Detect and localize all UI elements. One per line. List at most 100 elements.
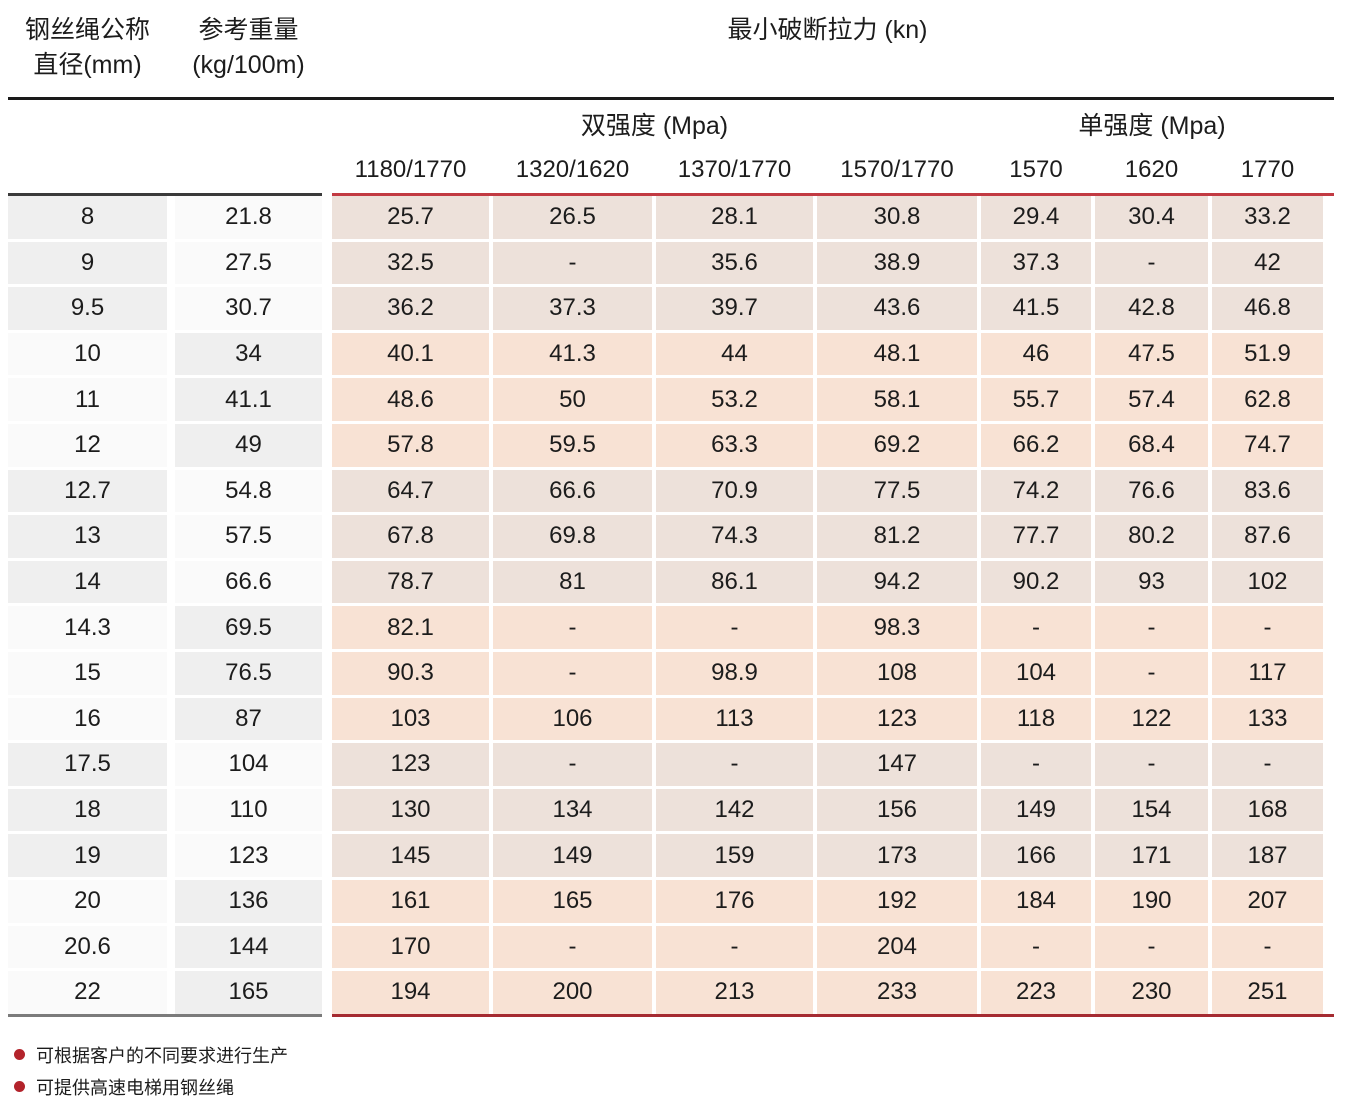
column-header-1570: 1570	[1009, 156, 1063, 183]
breaking-force-cell: 98.9	[656, 651, 813, 695]
table-row: 20.6 144 170- -204- - -	[8, 925, 1338, 969]
column-headers: 1180/1770 1320/1620 1370/1770 1570/1770 …	[8, 148, 1338, 192]
breaking-force-cell: 187	[1212, 834, 1323, 877]
breaking-force-cell: 35.6	[656, 241, 813, 285]
weight-cell: 69.5	[175, 606, 322, 649]
breaking-force-cell: 123	[817, 697, 977, 741]
breaking-force-cell: 106	[493, 697, 652, 741]
breaking-force-cell: 154	[1095, 788, 1208, 832]
column-header-1180-1770: 1180/1770	[354, 156, 467, 183]
breaking-force-cell: -	[656, 606, 813, 649]
table-row: 19 123 145 149 159 173 166 171 187	[8, 834, 1338, 877]
breaking-force-cell: 25.7	[332, 196, 489, 239]
breaking-force-cell: 74.3	[656, 515, 813, 558]
breaking-force-cell: 122	[1095, 697, 1208, 741]
breaking-force-cell: 170	[332, 925, 489, 969]
strength-group-row: 双强度 (Mpa) 单强度 (Mpa)	[8, 100, 1338, 148]
diameter-cell: 22	[8, 971, 167, 1014]
breaking-force-cell: 192	[817, 879, 977, 923]
breaking-force-cell: -	[1095, 241, 1208, 285]
column-header-1770: 1770	[1240, 156, 1295, 183]
breaking-force-cell: 59.5	[493, 423, 652, 467]
breaking-force-cell: 46	[981, 332, 1091, 376]
breaking-force-cell: 83.6	[1212, 469, 1323, 513]
breaking-force-cell: 104	[981, 651, 1091, 695]
breaking-force-cell: -	[656, 925, 813, 969]
breaking-force-cell: 82.1	[332, 606, 489, 649]
bullet-icon	[14, 1049, 25, 1061]
body-bottom-rule-data	[332, 1013, 1334, 1017]
weight-cell: 144	[175, 925, 322, 969]
breaking-force-header: 最小破断拉力 (kn)	[727, 16, 928, 44]
breaking-force-cell: 133	[1212, 697, 1323, 741]
breaking-force-cell: -	[656, 743, 813, 786]
breaking-force-cell: 37.3	[981, 241, 1091, 285]
dual-strength-label: 双强度 (Mpa)	[580, 112, 729, 140]
breaking-force-cell: 117	[1212, 651, 1323, 695]
weight-column-header: 参考重量 (kg/100m)	[175, 13, 322, 97]
breaking-force-cell: 103	[332, 697, 489, 741]
breaking-force-cell: 108	[817, 651, 977, 695]
column-header-1570-1770: 1570/1770	[840, 156, 954, 183]
breaking-force-cell: -	[1095, 743, 1208, 786]
column-header-1620: 1620	[1124, 156, 1179, 183]
breaking-force-cell: 39.7	[656, 287, 813, 330]
breaking-force-cell: 90.3	[332, 651, 489, 695]
breaking-force-cell: -	[981, 606, 1091, 649]
body-top-rule-left	[8, 193, 322, 196]
diameter-cell: 14.3	[8, 606, 167, 649]
diameter-cell: 20	[8, 879, 167, 923]
diameter-cell: 14	[8, 560, 167, 604]
diameter-cell: 15	[8, 651, 167, 695]
diameter-cell: 19	[8, 834, 167, 877]
weight-cell: 49	[175, 423, 322, 467]
breaking-force-cell: 53.2	[656, 378, 813, 421]
table-row: 16 87 103 106 113 123 118 122 133	[8, 697, 1338, 741]
breaking-force-cell: 69.8	[493, 515, 652, 558]
breaking-force-cell: 74.7	[1212, 423, 1323, 467]
footer-notes: 可根据客户的不同要求进行生产 可提供高速电梯用钢丝绳	[8, 1039, 1338, 1103]
breaking-force-cell: -	[493, 606, 652, 649]
table-row: 14 66.6 78.7 81 86.1 94.2 90.2 93 102	[8, 560, 1338, 604]
diameter-cell: 17.5	[8, 743, 167, 786]
breaking-force-cell: 76.6	[1095, 469, 1208, 513]
table-row: 12 49 57.8 59.5 63.3 69.2 66.2 68.4 74.7	[8, 423, 1338, 467]
breaking-force-cell: 194	[332, 971, 489, 1014]
breaking-force-cell: 102	[1212, 560, 1323, 604]
breaking-force-cell: -	[1212, 743, 1323, 786]
table-row: 11 41.1 48.6 50 53.2 58.1 55.7 57.4 62.8	[8, 378, 1338, 421]
breaking-force-cell: 69.2	[817, 423, 977, 467]
table-row: 9 27.5 32.5-35.6 38.9 37.3-42	[8, 241, 1338, 285]
column-header-1320-1620: 1320/1620	[515, 156, 630, 183]
breaking-force-cell: 86.1	[656, 560, 813, 604]
table-row: 14.3 69.5 82.1- -98.3- - -	[8, 606, 1338, 649]
breaking-force-cell: 70.9	[656, 469, 813, 513]
breaking-force-cell: -	[1095, 925, 1208, 969]
breaking-force-cell: 28.1	[656, 196, 813, 239]
breaking-force-cell: 168	[1212, 788, 1323, 832]
breaking-force-cell: 63.3	[656, 423, 813, 467]
breaking-force-cell: 43.6	[817, 287, 977, 330]
breaking-force-cell: 233	[817, 971, 977, 1014]
breaking-force-cell: 77.7	[981, 515, 1091, 558]
weight-cell: 34	[175, 332, 322, 376]
table-body: 8 21.8 25.7 26.5 28.1 30.8 29.4 30.4 33.2 9 27.5 32…	[8, 196, 1338, 1014]
breaking-force-cell: 41.5	[981, 287, 1091, 330]
breaking-force-cell: 93	[1095, 560, 1208, 604]
breaking-force-cell: 77.5	[817, 469, 977, 513]
breaking-force-cell: 113	[656, 697, 813, 741]
table-row: 10 34 40.1 41.3 44 48.1 46 47.5 51.9	[8, 332, 1338, 376]
diameter-cell: 9.5	[8, 287, 167, 330]
diameter-cell: 13	[8, 515, 167, 558]
breaking-force-cell: 26.5	[493, 196, 652, 239]
weight-cell: 57.5	[175, 515, 322, 558]
body-top-rule-data	[332, 193, 1334, 196]
weight-header-line2: (kg/100m)	[192, 51, 305, 79]
note-item: 可提供高速电梯用钢丝绳	[8, 1071, 1338, 1103]
weight-cell: 87	[175, 697, 322, 741]
breaking-force-cell: 81.2	[817, 515, 977, 558]
weight-cell: 41.1	[175, 378, 322, 421]
breaking-force-cell: 147	[817, 743, 977, 786]
breaking-force-cell: 165	[493, 879, 652, 923]
breaking-force-cell: -	[1212, 925, 1323, 969]
